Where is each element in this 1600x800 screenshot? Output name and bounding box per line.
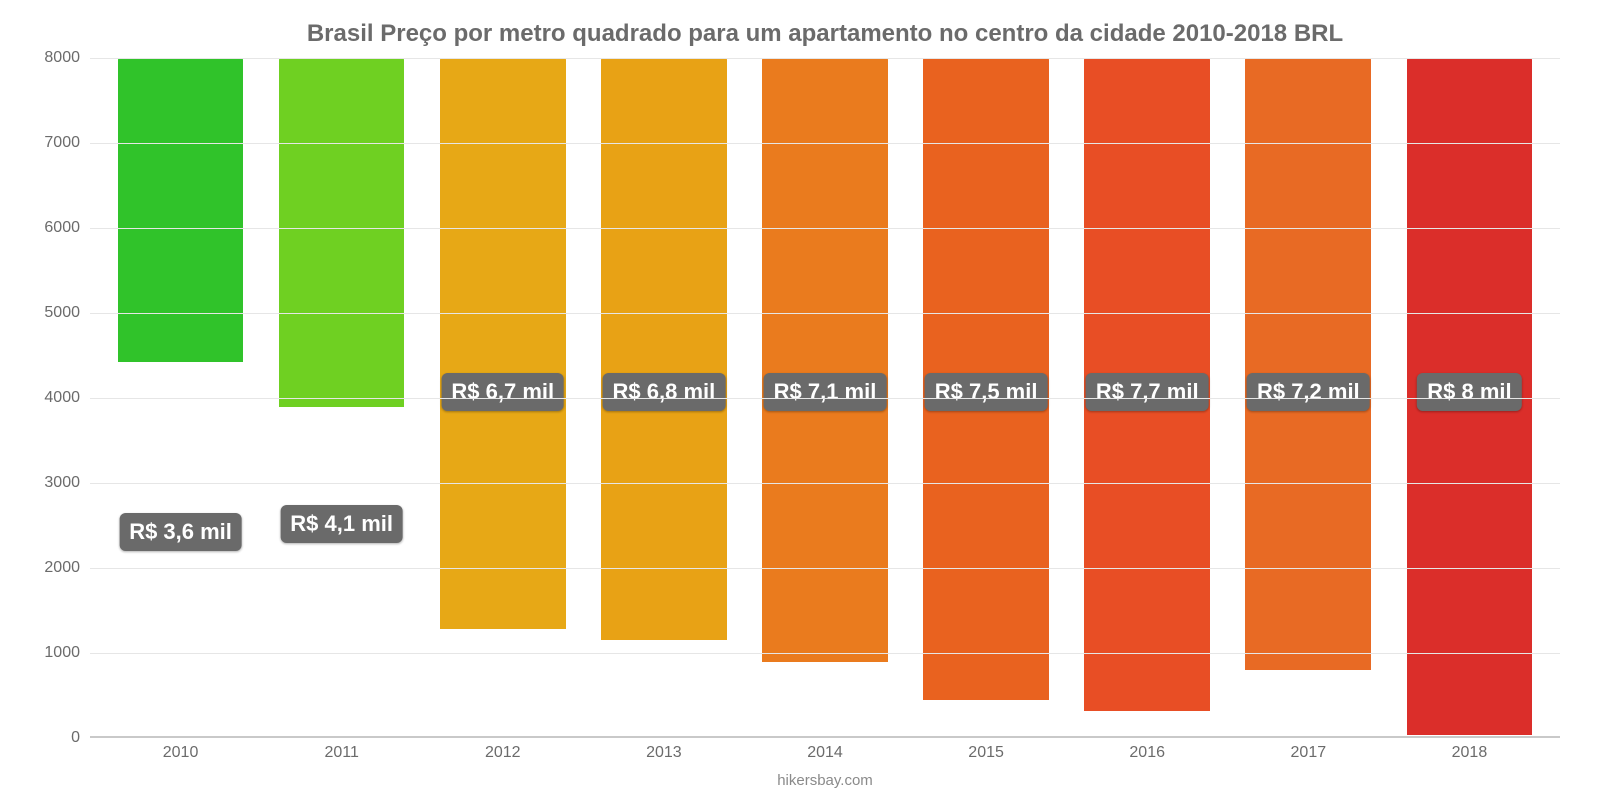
bar-value-label: R$ 8 mil — [1417, 373, 1521, 411]
bar-slot: R$ 7,2 mil2017 — [1228, 58, 1389, 736]
bar-value-label: R$ 7,5 mil — [925, 373, 1048, 411]
bar-slot: R$ 6,8 mil2013 — [583, 58, 744, 736]
bar-slot: R$ 7,7 mil2016 — [1067, 58, 1228, 736]
bar — [1245, 58, 1371, 670]
x-tick-label: 2013 — [646, 744, 682, 762]
bar-value-label: R$ 4,1 mil — [280, 505, 403, 543]
bar-slot: R$ 8 mil2018 — [1389, 58, 1550, 736]
bar-slot: R$ 3,6 mil2010 — [100, 58, 261, 736]
bars-group: R$ 3,6 mil2010R$ 4,1 mil2011R$ 6,7 mil20… — [90, 58, 1560, 736]
y-tick-label: 6000 — [30, 219, 80, 237]
gridline — [90, 653, 1560, 654]
gridline — [90, 483, 1560, 484]
gridline — [90, 398, 1560, 399]
x-tick-label: 2010 — [163, 744, 199, 762]
y-tick-label: 8000 — [30, 49, 80, 67]
gridline — [90, 143, 1560, 144]
y-tick-label: 3000 — [30, 474, 80, 492]
y-tick-label: 0 — [30, 729, 80, 747]
bar — [762, 58, 888, 662]
bar-value-label: R$ 6,8 mil — [603, 373, 726, 411]
bar — [601, 58, 727, 640]
chart-footer: hikersbay.com — [90, 772, 1560, 789]
x-tick-label: 2016 — [1129, 744, 1165, 762]
y-tick-label: 7000 — [30, 134, 80, 152]
x-tick-label: 2015 — [968, 744, 1004, 762]
chart-title: Brasil Preço por metro quadrado para um … — [90, 20, 1560, 48]
plot-area: R$ 3,6 mil2010R$ 4,1 mil2011R$ 6,7 mil20… — [90, 58, 1560, 738]
x-tick-label: 2014 — [807, 744, 843, 762]
gridline — [90, 58, 1560, 59]
gridline — [90, 228, 1560, 229]
y-tick-label: 5000 — [30, 304, 80, 322]
x-tick-label: 2017 — [1291, 744, 1327, 762]
gridline — [90, 313, 1560, 314]
bar-value-label: R$ 7,1 mil — [764, 373, 887, 411]
bar-slot: R$ 7,5 mil2015 — [906, 58, 1067, 736]
bar-value-label: R$ 3,6 mil — [119, 513, 242, 551]
bar — [279, 58, 405, 407]
y-tick-label: 2000 — [30, 559, 80, 577]
x-tick-label: 2011 — [324, 744, 358, 762]
y-tick-label: 4000 — [30, 389, 80, 407]
x-tick-label: 2018 — [1452, 744, 1488, 762]
chart-container: Brasil Preço por metro quadrado para um … — [0, 0, 1600, 800]
bar-slot: R$ 7,1 mil2014 — [744, 58, 905, 736]
bar-slot: R$ 4,1 mil2011 — [261, 58, 422, 736]
bar-value-label: R$ 6,7 mil — [441, 373, 564, 411]
bar-slot: R$ 6,7 mil2012 — [422, 58, 583, 736]
bar — [118, 58, 244, 362]
bar-value-label: R$ 7,2 mil — [1247, 373, 1370, 411]
bar-value-label: R$ 7,7 mil — [1086, 373, 1209, 411]
y-tick-label: 1000 — [30, 644, 80, 662]
x-tick-label: 2012 — [485, 744, 521, 762]
gridline — [90, 568, 1560, 569]
